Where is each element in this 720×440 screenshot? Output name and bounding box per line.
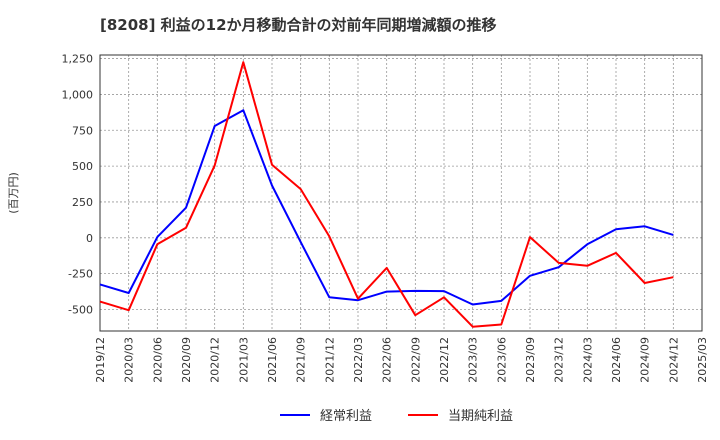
series-layer: [99, 61, 674, 328]
x-tick-label: 2021/09: [295, 337, 308, 383]
y-axis-label: (百万円): [7, 172, 20, 214]
y-tick-label: 500: [72, 160, 93, 173]
x-tick-label: 2020/12: [209, 337, 222, 383]
y-tick-label: -250: [68, 268, 93, 281]
x-tick-label: 2019/12: [94, 337, 107, 383]
legend-label-1: 経常利益: [320, 409, 372, 424]
y-tick-label: 250: [72, 196, 93, 209]
x-tick-label: 2023/12: [553, 337, 566, 383]
legend-label-2: 当期純利益: [448, 409, 513, 424]
x-tick-label: 2021/06: [266, 337, 279, 383]
series-line-2: [99, 61, 674, 328]
x-tick-label: 2022/09: [409, 337, 422, 383]
x-tick-label: 2024/12: [667, 337, 680, 383]
x-tick-label: 2023/09: [524, 337, 537, 383]
x-tick-label: 2022/06: [381, 337, 394, 383]
x-tick-label: 2023/06: [495, 337, 508, 383]
y-tick-label: -500: [68, 303, 93, 316]
grid-layer: [99, 55, 703, 331]
legend: 経常利益 当期純利益: [280, 409, 513, 424]
x-tick-labels: 2019/12 2020/03 2020/06 2020/09 2020/12 2021/…: [94, 337, 709, 383]
y-tick-label: 0: [86, 232, 93, 245]
x-tick-label: 2024/09: [639, 337, 652, 383]
x-tick-label: 2024/06: [610, 337, 623, 383]
series-line-1: [99, 109, 674, 306]
x-tick-label: 2022/03: [352, 337, 365, 383]
plot-frame: [99, 54, 703, 332]
x-tick-label: 2023/03: [467, 337, 480, 383]
x-tick-label: 2021/03: [237, 337, 250, 383]
x-tick-label: 2021/12: [323, 337, 336, 383]
y-tick-label: 1,000: [62, 88, 94, 101]
x-tick-label: 2020/09: [180, 337, 193, 383]
y-tick-label: 1,250: [62, 53, 94, 66]
x-tick-label: 2024/03: [581, 337, 594, 383]
chart-title: [8208] 利益の12か月移動合計の対前年同期増減額の推移: [100, 16, 497, 34]
x-tick-label: 2020/06: [151, 337, 164, 383]
y-tick-label: 750: [72, 124, 93, 137]
x-tick-label: 2025/03: [696, 337, 709, 383]
x-tick-label: 2022/12: [438, 337, 451, 383]
x-tick-label: 2020/03: [123, 337, 136, 383]
y-tick-labels: 1,250 1,000 750 500 250 0 -250 -500: [62, 53, 94, 317]
